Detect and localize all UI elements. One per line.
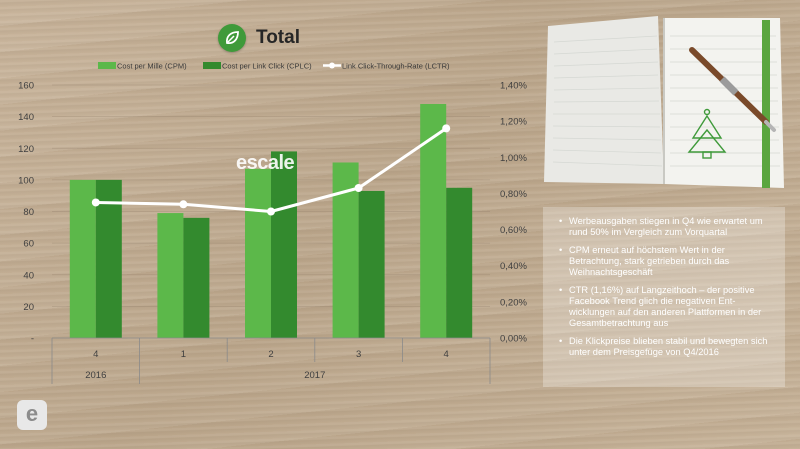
- x-tick-label: 2: [268, 349, 273, 360]
- point-lctr: [91, 198, 100, 207]
- note-item: Werbeausgaben stiegen in Q4 wie erwartet…: [559, 216, 775, 238]
- x-group-label: 2017: [304, 370, 325, 381]
- bar-cplc: [271, 151, 297, 338]
- point-lctr: [442, 124, 451, 133]
- point-lctr: [354, 184, 363, 193]
- bar-cplc: [183, 217, 210, 338]
- x-tick-label: 4: [93, 349, 98, 360]
- pen-icon: [689, 47, 776, 132]
- y-left-tick-label: -: [31, 334, 34, 345]
- notes-list: Werbeausgaben stiegen in Q4 wie erwartet…: [557, 216, 775, 358]
- note-item: CPM erneut auf höchstem Wert in der Betr…: [559, 245, 775, 278]
- notebook-image: [544, 16, 784, 188]
- bar-cplc: [358, 190, 385, 338]
- x-tick-label: 4: [444, 349, 449, 360]
- legend-label: Cost per Mille (CPM): [117, 62, 187, 71]
- legend-marker: [329, 62, 335, 69]
- legend-label: Cost per Link Click (CPLC): [222, 62, 312, 71]
- y-right-tick-label: 1,20%: [500, 117, 527, 128]
- christmas-tree-icon: [687, 108, 727, 159]
- x-group-label: 2016: [85, 370, 106, 381]
- note-item: CTR (1,16%) auf Langzeithoch – der posit…: [559, 285, 775, 329]
- note-item: Die Klickpreise blieben stabil und beweg…: [559, 336, 775, 358]
- y-right-tick-label: 0,60%: [500, 225, 527, 236]
- y-right-tick-label: 0,40%: [500, 261, 527, 272]
- y-right-tick-label: 1,00%: [500, 153, 527, 164]
- y-left-tick-label: 160: [18, 81, 34, 92]
- legend-swatch: [98, 62, 116, 69]
- y-right-tick-label: 0,20%: [500, 297, 527, 308]
- bar-cpm: [420, 103, 447, 338]
- legend-label: Link Click-Through-Rate (LCTR): [342, 62, 450, 71]
- y-right-tick-label: 0,00%: [500, 334, 527, 345]
- y-left-tick-label: 80: [23, 207, 34, 218]
- chart-title: Total: [256, 27, 300, 48]
- y-right-tick-label: 0,80%: [500, 189, 527, 200]
- y-left-tick-label: 120: [18, 144, 34, 155]
- combo-chart: - 20 40 60 80 100 120 140 160 0,00% 0,20% 0,40% 0,60…: [18, 62, 527, 384]
- watermark-logo: escale: [236, 151, 295, 174]
- bar-cplc: [95, 179, 122, 338]
- brand-logo: e: [17, 400, 47, 430]
- bar-cplc: [446, 187, 473, 338]
- bar-cpm: [157, 213, 184, 338]
- x-tick-label: 1: [181, 349, 186, 360]
- y-left-tick-label: 100: [18, 175, 34, 186]
- y-left-tick-label: 140: [18, 112, 34, 123]
- point-lctr: [267, 207, 275, 216]
- bar-cpm: [245, 168, 271, 338]
- y-left-tick-label: 40: [23, 270, 34, 281]
- legend-swatch: [203, 62, 221, 69]
- y-left-tick-label: 20: [23, 302, 34, 313]
- chart-title-group: Total: [218, 22, 300, 54]
- point-lctr: [179, 200, 188, 209]
- x-tick-label: 3: [356, 349, 361, 360]
- y-left-tick-label: 60: [23, 239, 34, 250]
- leaf-icon: [218, 24, 246, 52]
- notes-panel: Werbeausgaben stiegen in Q4 wie erwartet…: [543, 207, 785, 387]
- y-right-tick-label: 1,40%: [500, 81, 527, 92]
- bar-cpm: [69, 179, 96, 338]
